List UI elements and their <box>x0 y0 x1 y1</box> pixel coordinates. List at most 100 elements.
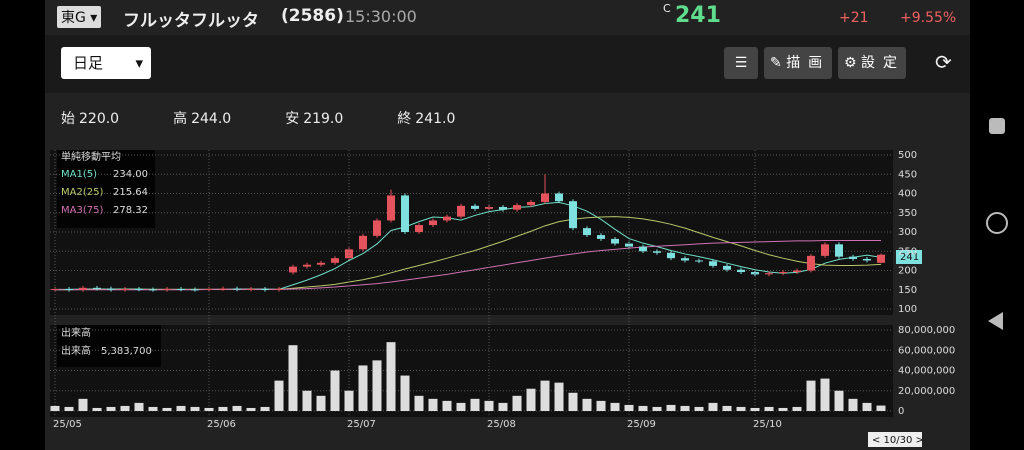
candle-body <box>233 288 241 290</box>
candle-body <box>247 288 255 290</box>
candle-body <box>541 193 549 202</box>
ohlc-item: 高 244.0 <box>173 111 235 127</box>
x-tick-label: 25/08 <box>487 419 516 430</box>
candle-body <box>835 244 843 257</box>
indicator-button[interactable]: ☰ <box>724 47 758 79</box>
volume-bar <box>848 398 858 411</box>
candle-body <box>723 265 731 270</box>
ohlc-item: 安 219.0 <box>285 111 347 127</box>
volume-bar <box>876 405 886 411</box>
legend-title: 単純移動平均 <box>61 150 121 163</box>
y-tick-label: 80,000,000 <box>898 325 955 336</box>
volume-bar <box>554 382 564 411</box>
recent-button[interactable] <box>989 118 1005 134</box>
candle-body <box>261 288 269 290</box>
volume-bar <box>358 365 368 411</box>
volume-bar <box>470 398 480 411</box>
candle-body <box>457 205 465 217</box>
candle-body <box>877 254 885 263</box>
volume-bar <box>540 380 550 411</box>
candle-body <box>177 288 185 290</box>
candle-body <box>709 261 717 266</box>
y-tick-label: 20,000,000 <box>898 386 955 397</box>
volume-bar <box>302 390 312 411</box>
y-tick-label: 60,000,000 <box>898 345 955 356</box>
volume-value: 5,383,700 <box>101 346 152 357</box>
volume-bar <box>792 406 802 411</box>
date-tag-box[interactable] <box>868 432 922 447</box>
volume-bar <box>288 345 298 411</box>
volume-bar <box>344 390 354 411</box>
market-selector[interactable]: 東G ▾ <box>57 6 102 28</box>
volume-bar <box>610 402 620 411</box>
candle-body <box>863 258 871 261</box>
ohlc-value: 244.0 <box>191 111 232 127</box>
candle-body <box>107 288 115 290</box>
period-select[interactable]: 日足 ▾ <box>61 47 151 79</box>
volume-bar <box>820 378 830 411</box>
volume-bar <box>162 407 172 411</box>
volume-bar <box>246 407 256 411</box>
volume-bar <box>316 395 326 411</box>
ohlc-value: 219.0 <box>303 111 344 127</box>
last-price-box <box>896 250 922 264</box>
candle-body <box>149 289 157 291</box>
candle-body <box>793 270 801 273</box>
volume-bar <box>806 380 816 411</box>
y-tick-label: 450 <box>898 169 917 180</box>
volume-bar <box>414 395 424 411</box>
volume-bar <box>400 375 410 411</box>
candle-body <box>79 287 87 290</box>
x-tick-label: 25/07 <box>347 419 376 430</box>
y-tick-label: 150 <box>898 285 917 296</box>
draw-button[interactable]: ✎ 描画 <box>764 47 832 79</box>
settings-button[interactable]: ⚙ 設定 <box>838 47 906 79</box>
y-tick-label: 0 <box>898 406 904 417</box>
volume-bar <box>176 405 186 411</box>
back-button[interactable] <box>988 312 1003 330</box>
volume-bar <box>582 398 592 411</box>
volume-bar <box>862 402 872 411</box>
candle-body <box>555 193 563 202</box>
home-button[interactable] <box>986 212 1008 234</box>
ohlc-value: 241.0 <box>415 111 456 127</box>
candle-body <box>821 244 829 256</box>
candle-body <box>681 258 689 261</box>
ohlc-label: 始 <box>61 111 75 127</box>
volume-bar <box>232 405 242 411</box>
volume-bar <box>190 406 200 411</box>
volume-bar <box>330 370 340 411</box>
volume-bar <box>666 404 676 411</box>
volume-bar <box>148 406 158 411</box>
change-pct: +9.55% <box>900 10 957 26</box>
volume-bar <box>680 405 690 411</box>
volume-bar <box>722 405 732 411</box>
x-tick-label: 25/05 <box>53 419 82 430</box>
candle-body <box>135 288 143 290</box>
candle-body <box>527 201 535 206</box>
volume-bar <box>498 402 508 411</box>
volume-legend-box <box>57 325 161 367</box>
candle-body <box>331 258 339 263</box>
candle-body <box>569 201 577 229</box>
ohlc-label: 終 <box>397 111 412 127</box>
volume-bar <box>750 407 760 411</box>
candle-body <box>583 228 591 236</box>
candle-body <box>625 243 633 247</box>
candle-body <box>275 288 283 290</box>
volume-bar <box>428 398 438 411</box>
volume-bar <box>386 342 396 411</box>
volume-bar <box>694 406 704 411</box>
volume-bar <box>764 406 774 411</box>
candle-body <box>93 287 101 289</box>
y-tick-label: 350 <box>898 208 917 219</box>
candle-body <box>513 205 521 210</box>
candle-body <box>121 288 129 290</box>
legend-box <box>57 150 155 228</box>
refresh-button[interactable]: ⟳ <box>935 50 952 74</box>
legend-value: 234.00 <box>113 169 148 180</box>
candle-body <box>737 269 745 273</box>
candle-body <box>345 249 353 259</box>
volume-bar <box>204 407 214 411</box>
